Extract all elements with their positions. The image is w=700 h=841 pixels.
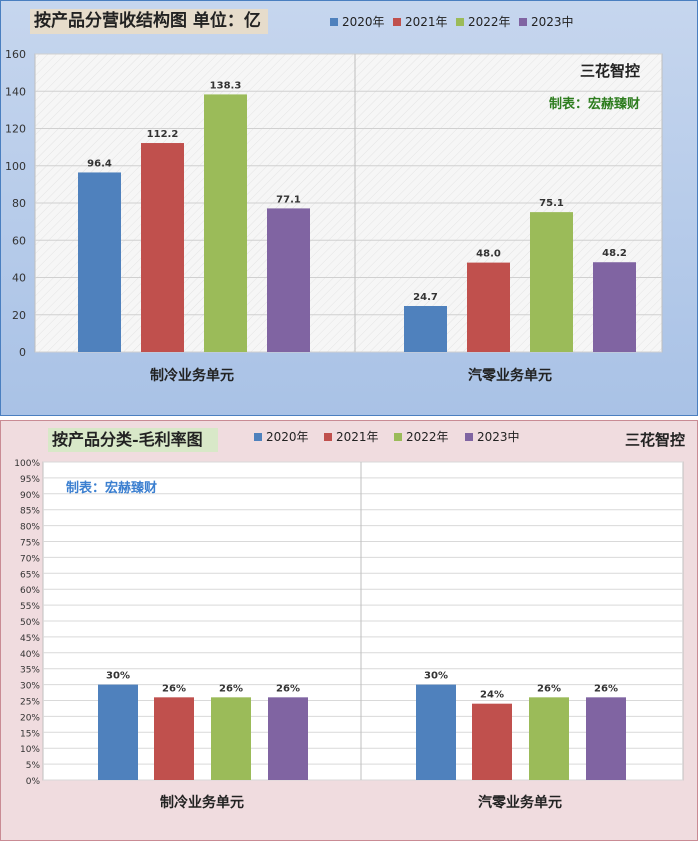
y-tick-label: 0 [19,346,26,359]
y-tick-label: 160 [5,48,26,61]
data-label: 77.1 [276,194,301,205]
annotation-text: 三花智控 [625,431,685,449]
bar [204,94,247,352]
data-label: 112.2 [147,129,179,140]
y-tick-label: 5% [26,761,41,771]
y-tick-label: 65% [20,570,40,580]
y-tick-label: 60 [12,234,26,247]
annotation-text: 制表：宏赫臻财 [66,480,157,496]
bar [267,208,310,352]
annotation-text: 三花智控 [580,62,640,80]
y-tick-label: 50% [20,618,40,628]
y-tick-label: 15% [20,729,40,739]
legend-label: 2020年 [266,430,309,444]
data-label: 30% [106,671,130,682]
data-label: 26% [537,683,561,694]
y-tick-label: 100 [5,160,26,173]
y-tick-label: 0% [26,777,41,787]
y-tick-label: 10% [20,745,40,755]
bar [268,697,308,780]
legend-swatch [465,433,473,441]
legend-swatch [456,18,464,26]
bar [416,684,456,780]
bar [472,703,512,780]
legend-label: 2022年 [468,15,511,29]
data-label: 96.4 [87,158,112,169]
data-label: 24% [480,690,504,701]
data-label: 48.0 [476,249,501,260]
bar [529,697,569,780]
y-tick-label: 30% [20,682,40,692]
data-label: 75.1 [539,198,564,209]
data-label: 48.2 [602,248,627,259]
legend-label: 2022年 [406,430,449,444]
legend-swatch [394,433,402,441]
y-tick-label: 100% [14,459,40,469]
y-tick-label: 55% [20,602,40,612]
bar [467,262,510,352]
legend-label: 2021年 [405,15,448,29]
data-label: 26% [219,683,243,694]
x-tick-label: 汽零业务单元 [468,367,552,384]
y-tick-label: 40 [12,272,26,285]
y-tick-label: 85% [20,507,40,517]
y-tick-label: 25% [20,698,40,708]
legend-swatch [254,433,262,441]
legend-label: 2023中 [531,14,574,29]
legend-label: 2020年 [342,15,385,29]
data-label: 26% [594,683,618,694]
bar [78,172,121,352]
y-tick-label: 80% [20,523,40,533]
y-tick-label: 70% [20,554,40,564]
x-tick-label: 制冷业务单元 [150,367,234,384]
legend-label: 2021年 [336,430,379,444]
bar [154,697,194,780]
bar [404,305,447,352]
y-tick-label: 90% [20,491,40,501]
annotation-text: 制表：宏赫臻财 [549,96,640,112]
y-tick-label: 140 [5,85,26,98]
y-tick-label: 75% [20,539,40,549]
y-tick-label: 80 [12,197,26,210]
legend-swatch [324,433,332,441]
y-tick-label: 45% [20,634,40,644]
data-label: 26% [276,683,300,694]
legend-swatch [519,18,527,26]
revenue-chart-title: 按产品分营收结构图 单位：亿 [30,9,268,34]
bar [586,697,626,780]
bar [98,684,138,780]
y-tick-label: 40% [20,650,40,660]
x-tick-label: 汽零业务单元 [478,794,562,811]
y-tick-label: 20% [20,713,40,723]
data-label: 30% [424,671,448,682]
x-tick-label: 制冷业务单元 [160,794,244,811]
y-tick-label: 20 [12,309,26,322]
bar [530,212,573,352]
legend-swatch [393,18,401,26]
legend-swatch [330,18,338,26]
bar [593,262,636,352]
y-tick-label: 120 [5,123,26,136]
data-label: 24.7 [413,292,438,303]
bar [141,143,184,352]
margin-chart-title: 按产品分类-毛利率图 [48,428,218,452]
y-tick-label: 95% [20,475,40,485]
bar [211,697,251,780]
data-label: 138.3 [210,80,242,91]
legend-label: 2023中 [477,429,520,444]
y-tick-label: 35% [20,666,40,676]
data-label: 26% [162,683,186,694]
y-tick-label: 60% [20,586,40,596]
